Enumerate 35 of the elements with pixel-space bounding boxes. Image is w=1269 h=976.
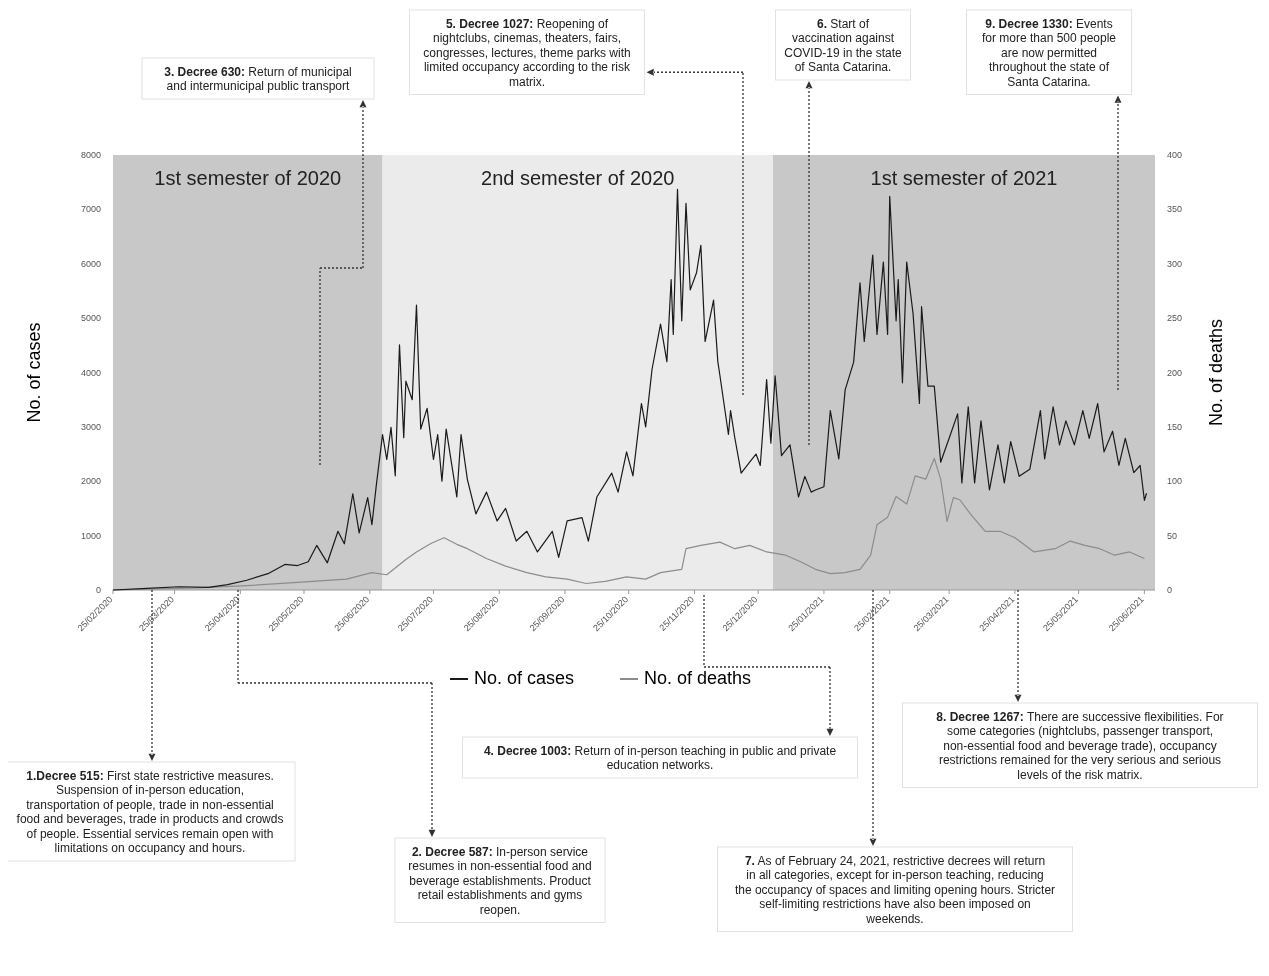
text: 1.Decree 515: First state restrictive measures. Suspension of in-person education, transportation of people, trade in non-essential food and beverages, trade in products and crowds of people. Essential services remain open with limitations on occupancy and hours. (16, 768, 284, 855)
y2-tick-label: 0 (1167, 585, 1173, 595)
y2-tick-label: 100 (1167, 476, 1183, 487)
y-tick-label: 2000 (80, 476, 101, 487)
y-tick-label: 3000 (80, 421, 101, 432)
y-tick-label: 0 (95, 585, 101, 595)
text: 4. Decree 1003: Return of in-person teaching in public and private education networks. (483, 743, 837, 772)
text: 5. Decree 1027: Reopening of nightclubs, cinemas, theaters, fairs, congresses, lectures, theme parks with limited occupancy according to the risk matrix. (423, 16, 632, 89)
y-tick-label: 6000 (80, 258, 101, 269)
y-tick-label: 7000 (80, 204, 101, 215)
legend-label: No. of deaths (644, 668, 752, 688)
y2-axis-title: No. of deaths (1206, 318, 1226, 427)
text: 7. As of February 24, 2021, restrictive decrees will return in all categories, except for in-person teaching, reducing the occupancy of spaces and limiting opening hours. Stricter self-limiting restrictions have also been imposed on weekends. (734, 853, 1056, 926)
y2-tick-label: 300 (1167, 258, 1183, 269)
band-label: 1st semester of 2020 (154, 167, 342, 189)
text: 9. Decree 1330: Events for more than 500 people are now permitted throughout the state of Santa Catarina. (981, 16, 1117, 89)
y2-tick-label: 400 (1167, 150, 1183, 160)
y-tick-label: 8000 (80, 150, 101, 160)
text: 8. Decree 1267: There are successive flexibilities. For some categories (nightclubs, passenger transport, non-essential food and beverage trade), occupancy restrictions remained for the very serious and serious levels of the risk matrix. (936, 709, 1224, 782)
line-series (112, 188, 1148, 591)
legend-label: No. of cases (474, 668, 575, 688)
y-axis-title: No. of cases (24, 322, 44, 423)
y-tick-label: 5000 (80, 313, 101, 324)
text: 2. Decree 587: In-person service resumes in non-essential food and beverage establishments. Product retail establishments and gyms reopen. (408, 844, 592, 917)
y2-tick-label: 150 (1167, 421, 1183, 432)
y-tick-label: 1000 (80, 530, 101, 541)
y2-tick-label: 250 (1167, 313, 1183, 324)
band-label: 1st semester of 2021 (870, 167, 1058, 189)
y2-tick-label: 350 (1167, 204, 1183, 215)
text: 6. Start of vaccination against COVID-19 in the state of Santa Catarina. (784, 16, 903, 74)
y-tick-label: 4000 (80, 367, 101, 378)
y2-tick-label: 50 (1167, 530, 1178, 541)
text: 3. Decree 630: Return of municipal and intermunicipal public transport (164, 64, 352, 93)
y2-tick-label: 200 (1167, 367, 1183, 378)
band-label: 2nd semester of 2020 (481, 167, 675, 189)
